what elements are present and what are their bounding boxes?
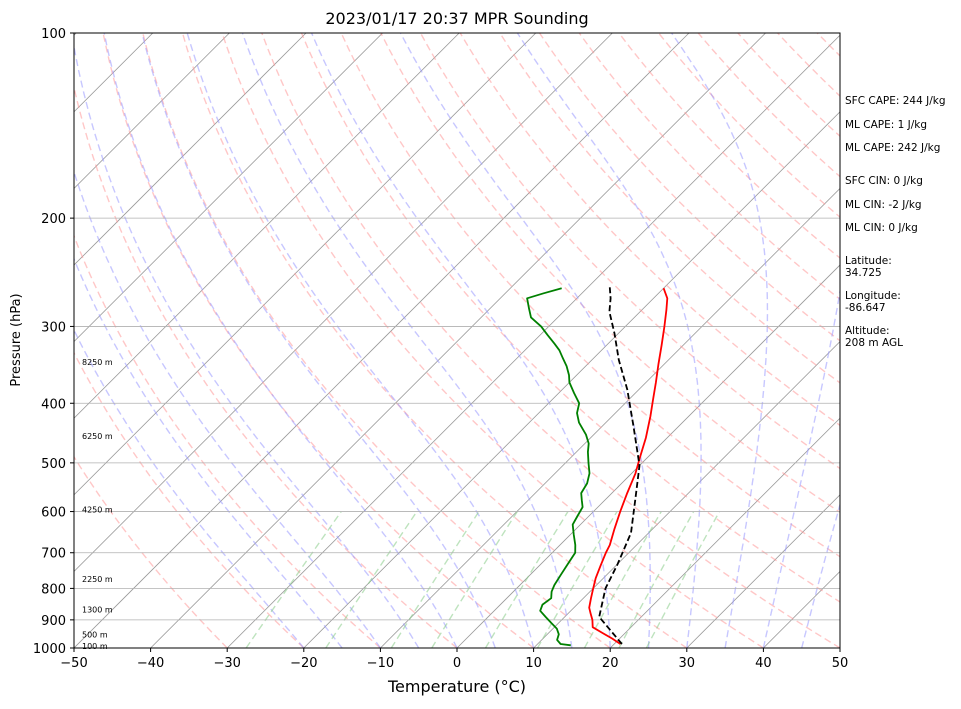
- x-tick-label: 50: [832, 656, 849, 671]
- stat-altitude-label: Altitude:: [845, 325, 890, 337]
- stat-latitude-label: Latitude:: [845, 255, 892, 267]
- dry-adiabat-line: [103, 33, 533, 648]
- y-tick-label: 800: [41, 582, 66, 597]
- stat-latitude-value: 34.725: [845, 267, 882, 279]
- x-axis: −50 −40 −30 −20 −10 0 10 20 30 40 50: [60, 648, 848, 671]
- y-axis: 100 200 300 400 500 600 700 800 900 1000: [33, 27, 74, 657]
- height-label: 8250 m: [82, 358, 113, 367]
- x-tick-label: −10: [367, 656, 394, 671]
- stat-longitude-value: -86.647: [845, 302, 886, 314]
- dry-adiabat-line: [222, 33, 763, 648]
- dry-adiabat-line: [936, 33, 961, 648]
- y-tick-label: 300: [41, 320, 66, 335]
- y-tick-label: 900: [41, 614, 66, 629]
- plot-frame: [74, 33, 840, 648]
- isotherm-line: [227, 33, 842, 648]
- x-axis-label: Temperature (°C): [387, 677, 526, 696]
- height-label: 6250 m: [82, 432, 113, 441]
- y-tick-label: 200: [41, 212, 66, 227]
- chart-title: 2023/01/17 20:37 MPR Sounding: [325, 9, 588, 28]
- sounding-stats: SFC CAPE: 244 J/kg ML CAPE: 1 J/kg ML CAPE…: [845, 95, 946, 349]
- mixing-ratio-line: [391, 512, 479, 648]
- moist-adiabat-line: [43, 33, 381, 648]
- dry-adiabat-line: [143, 33, 610, 648]
- stat-ml-cin-1: ML CIN: -2 J/kg: [845, 199, 922, 211]
- stat-longitude-label: Longitude:: [845, 290, 901, 302]
- height-label: 100 m: [82, 642, 108, 651]
- stat-altitude-value: 208 m AGL: [845, 337, 903, 349]
- height-labels: 100 m 500 m 1300 m 2250 m 4250 m 6250 m 8250 m: [82, 358, 113, 651]
- y-tick-label: 600: [41, 506, 66, 521]
- height-label: 1300 m: [82, 605, 113, 614]
- pressure-gridlines: [74, 218, 840, 620]
- y-tick-label: 500: [41, 457, 66, 472]
- moist-adiabat-line: [401, 33, 651, 648]
- mixing-ratio-line: [432, 512, 518, 648]
- y-tick-label: 700: [41, 547, 66, 562]
- height-label: 2250 m: [82, 575, 113, 584]
- y-axis-label: Pressure (hPa): [9, 293, 24, 386]
- y-tick-label: 1000: [33, 642, 66, 657]
- y-tick-label: 400: [41, 397, 66, 412]
- height-label: 500 m: [82, 630, 108, 639]
- stat-ml-cape-1: ML CAPE: 1 J/kg: [845, 119, 927, 131]
- background-lines: [0, 33, 961, 648]
- moist-adiabat-line: [672, 33, 768, 648]
- x-tick-label: 10: [525, 656, 542, 671]
- dewpoint-line: [527, 288, 589, 645]
- dry-adiabat-line: [24, 33, 381, 648]
- temperature-line: [589, 288, 667, 644]
- dry-adiabat-line: [0, 33, 227, 648]
- x-tick-label: 0: [453, 656, 461, 671]
- x-tick-label: −50: [60, 656, 87, 671]
- mixing-ratio-line: [326, 512, 417, 648]
- isotherm-line: [0, 33, 229, 648]
- x-tick-label: −20: [290, 656, 317, 671]
- profile-lines: [527, 286, 667, 645]
- isotherm-line: [74, 33, 689, 648]
- moist-adiabat-line: [242, 33, 572, 648]
- x-tick-label: −40: [137, 656, 164, 671]
- y-tick-label: 100: [41, 27, 66, 42]
- stat-sfc-cin: SFC CIN: 0 J/kg: [845, 175, 923, 187]
- height-label: 4250 m: [82, 505, 113, 514]
- isotherm-line: [304, 33, 919, 648]
- moist-adiabat-line: [187, 33, 533, 648]
- x-tick-label: 30: [679, 656, 696, 671]
- moist-adiabat-line: [763, 33, 854, 648]
- x-tick-label: 20: [602, 656, 619, 671]
- stat-ml-cin-2: ML CIN: 0 J/kg: [845, 222, 918, 234]
- x-tick-label: −30: [213, 656, 240, 671]
- x-tick-label: 40: [755, 656, 772, 671]
- stat-ml-cape-2: ML CAPE: 242 J/kg: [845, 142, 940, 154]
- stat-sfc-cape: SFC CAPE: 244 J/kg: [845, 95, 946, 107]
- moist-adiabat-line: [312, 33, 611, 648]
- moist-adiabat-line: [142, 33, 495, 648]
